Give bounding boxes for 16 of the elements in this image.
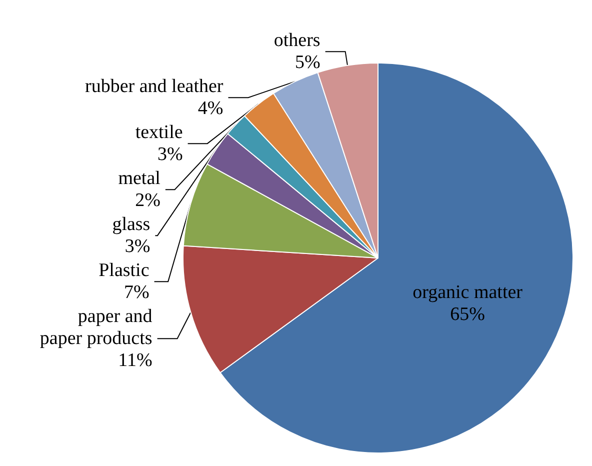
data-label: 7% [124, 282, 150, 304]
slice-label: metal [118, 168, 160, 190]
slice-label: rubber and leather [85, 76, 224, 98]
data-label: 65% [450, 304, 486, 326]
slice-label: Plastic [98, 260, 150, 282]
slice-label: paper and paper products [40, 306, 153, 350]
data-label: 5% [294, 52, 320, 74]
data-label: 11% [118, 350, 152, 372]
data-label: 3% [157, 144, 183, 166]
slice-label: glass [112, 214, 150, 236]
data-label: 3% [124, 236, 150, 258]
data-label: 2% [135, 190, 161, 212]
slice-label: others [274, 30, 320, 52]
slice-label: organic matter [412, 282, 524, 304]
data-label: 4% [198, 98, 224, 120]
slice-label: textile [135, 122, 183, 144]
